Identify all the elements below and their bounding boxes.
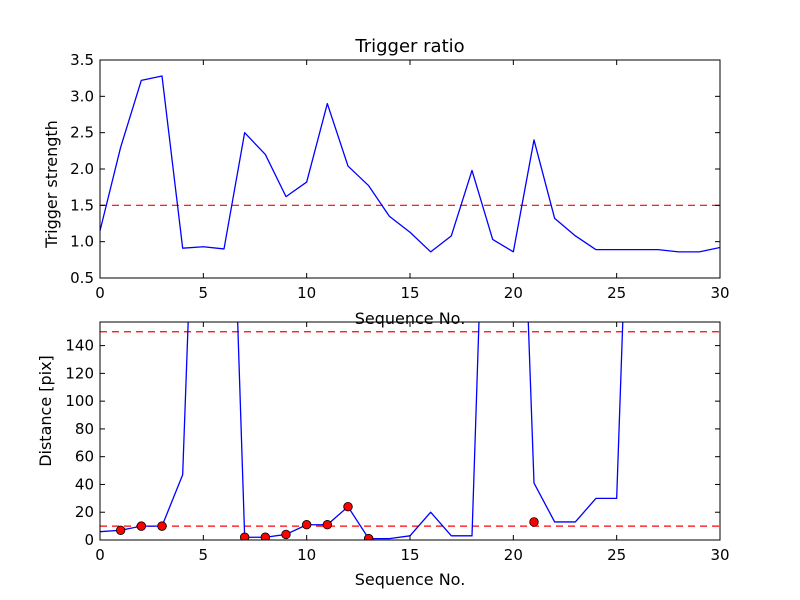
y-tick-label: 1.5 <box>70 196 94 214</box>
x-tick-label: 10 <box>297 284 316 302</box>
y-tick-label: 3.5 <box>70 51 94 69</box>
y-tick-label: 100 <box>65 392 94 410</box>
y-tick-label: 2.5 <box>70 124 94 142</box>
data-point <box>136 521 147 531</box>
x-tick-label: 0 <box>95 284 105 302</box>
x-axis-title: Sequence No. <box>355 570 466 589</box>
y-tick-label: 80 <box>75 420 94 438</box>
x-tick-label: 10 <box>297 546 316 564</box>
x-tick-label: 25 <box>607 284 626 302</box>
x-tick-label: 15 <box>400 284 419 302</box>
x-tick-label: 30 <box>710 284 729 302</box>
data-point <box>529 517 539 527</box>
data-point <box>239 532 250 540</box>
x-tick-label: 30 <box>710 546 729 564</box>
x-axis-title: Sequence No. <box>355 309 466 328</box>
y-tick-label: 3.0 <box>70 87 94 105</box>
x-tick-label: 5 <box>199 546 209 564</box>
y-tick-label: 120 <box>65 364 94 382</box>
y-axis-title: Distance [pix] <box>36 355 55 467</box>
y-tick-label: 60 <box>75 448 94 466</box>
x-tick-label: 20 <box>504 284 523 302</box>
chart-title: Trigger ratio <box>354 36 464 57</box>
trigger-ratio-panel: Trigger ratio Sequence No. Trigger stren… <box>42 36 730 328</box>
data-point <box>281 529 291 540</box>
data-point <box>322 520 333 530</box>
data-point <box>260 532 271 540</box>
data-point <box>301 520 312 530</box>
y-tick-label: 40 <box>75 475 94 493</box>
y-tick-label: 1.0 <box>70 233 94 251</box>
x-tick-label: 5 <box>199 284 209 302</box>
x-tick-label: 25 <box>607 546 626 564</box>
data-point <box>343 501 353 512</box>
y-tick-label: 140 <box>65 337 94 355</box>
x-tick-label: 0 <box>95 546 105 564</box>
y-axis-title: Trigger strength <box>42 120 61 249</box>
y-tick-label: 0 <box>84 531 94 549</box>
distance-panel: Sequence No. Distance [pix] 0 5 10 15 20 25 30… <box>36 321 730 589</box>
y-tick-label: 0.5 <box>70 269 94 287</box>
y-tick-label: 20 <box>75 503 94 521</box>
y-tick-label: 2.0 <box>70 160 94 178</box>
x-tick-label: 15 <box>400 546 419 564</box>
x-tick-label: 20 <box>504 546 523 564</box>
data-point <box>157 521 167 531</box>
data-point <box>363 533 374 540</box>
series-line <box>100 75 720 253</box>
plot-area <box>100 75 720 253</box>
data-point <box>115 525 126 535</box>
